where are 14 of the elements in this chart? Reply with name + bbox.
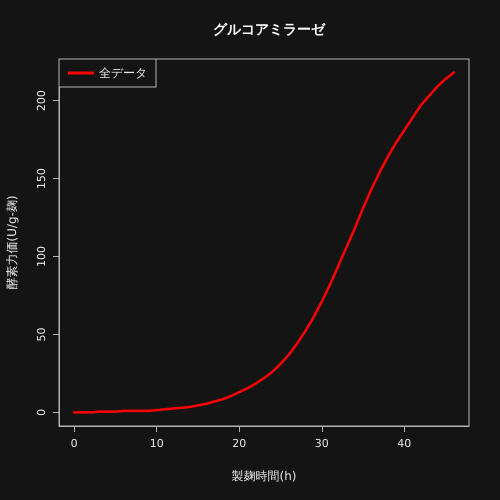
- y-tick-label: 0: [35, 408, 48, 416]
- x-tick-label: 20: [232, 437, 246, 450]
- y-tick-label: 150: [35, 168, 48, 190]
- x-tick-label: 30: [314, 437, 329, 450]
- y-tick-label: 50: [35, 327, 48, 342]
- x-tick-label: 40: [397, 437, 412, 450]
- chart-title: グルコアミラーゼ: [213, 22, 326, 38]
- x-tick-label: 0: [70, 437, 78, 450]
- x-tick-label: 10: [150, 437, 164, 450]
- legend-label: 全データ: [99, 66, 147, 80]
- y-axis-title: 酵素力価(U/g-麹): [5, 195, 19, 290]
- y-tick-label: 100: [35, 246, 48, 268]
- x-axis-title: 製麹時間(h): [232, 469, 296, 483]
- y-tick-label: 200: [35, 90, 48, 112]
